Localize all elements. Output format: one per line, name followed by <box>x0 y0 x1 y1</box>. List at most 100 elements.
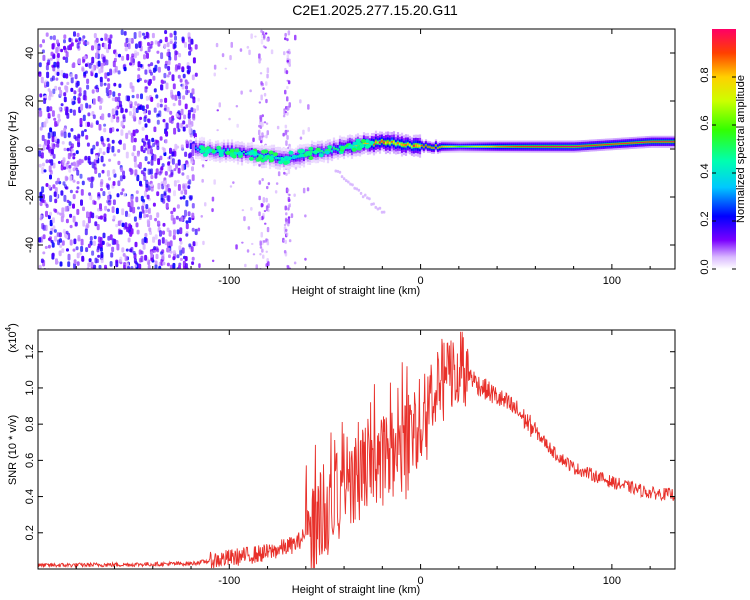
noise-cell <box>151 32 155 39</box>
noise-cell <box>163 190 167 196</box>
noise-cell <box>255 264 258 269</box>
ridge-cell <box>454 146 458 148</box>
noise-cell <box>160 193 164 201</box>
noise-cell <box>76 208 80 215</box>
ridge-cell <box>452 146 456 148</box>
noise-cell <box>288 102 291 108</box>
noise-cell <box>185 223 189 230</box>
noise-cell <box>153 107 157 113</box>
noise-cell <box>160 52 164 60</box>
noise-cell <box>77 133 81 141</box>
x-tick-label: 100 <box>603 275 621 287</box>
noise-cell <box>134 260 138 265</box>
ridge-cell <box>276 157 280 160</box>
noise-cell <box>174 54 178 61</box>
noise-cell <box>61 248 65 253</box>
noise-cell <box>150 62 154 67</box>
noise-cell <box>264 239 268 243</box>
noise-cell <box>284 32 287 37</box>
noise-cell <box>122 116 126 123</box>
noise-cell <box>150 251 154 258</box>
noise-cell <box>113 49 116 54</box>
noise-cell <box>112 181 116 186</box>
noise-cell <box>79 123 83 128</box>
ridge-blob <box>355 138 361 143</box>
noise-cell <box>63 96 67 103</box>
noise-cell <box>191 149 195 157</box>
noise-cell <box>286 135 289 140</box>
noise-cell <box>160 84 164 91</box>
noise-cell <box>171 74 175 82</box>
noise-cell <box>215 42 219 48</box>
ridge-cell <box>574 145 578 148</box>
noise-cell <box>90 148 94 155</box>
noise-cell <box>121 222 125 228</box>
noise-cell <box>172 250 176 255</box>
ridge-blob <box>255 157 261 162</box>
noise-cell <box>168 71 172 75</box>
noise-cell <box>186 175 190 180</box>
y-tick-label: 1.2 <box>24 344 36 359</box>
noise-cell <box>63 45 66 51</box>
noise-cell <box>140 170 144 175</box>
noise-cell <box>91 89 95 94</box>
ridge-blob <box>299 153 305 158</box>
noise-cell <box>188 36 191 43</box>
noise-cell <box>82 95 86 101</box>
noise-cell <box>177 159 181 166</box>
noise-cell <box>286 38 289 42</box>
noise-cell <box>266 67 270 74</box>
noise-cell <box>64 206 68 212</box>
noise-cell <box>177 128 181 133</box>
noise-cell <box>165 122 169 130</box>
noise-cell <box>188 118 192 126</box>
noise-cell <box>146 194 150 200</box>
noise-cell <box>196 105 199 111</box>
noise-cell <box>169 240 173 247</box>
ridge-cell <box>440 146 444 148</box>
noise-cell <box>60 48 64 53</box>
noise-cell <box>175 64 179 71</box>
noise-cell <box>86 211 89 219</box>
ridge-cell <box>614 143 618 145</box>
noise-cell <box>40 258 44 264</box>
noise-cell <box>56 71 60 76</box>
noise-cell <box>264 32 268 35</box>
colorbar-tick-label: 0.0 <box>699 259 711 274</box>
ridge-blob <box>283 160 289 165</box>
noise-cell <box>52 143 56 150</box>
noise-cell <box>285 228 288 232</box>
noise-cell <box>173 43 177 49</box>
noise-cell <box>164 36 168 43</box>
noise-cell <box>87 262 91 268</box>
noise-cell <box>117 149 121 153</box>
noise-cell <box>204 202 207 207</box>
noise-cell <box>117 70 121 75</box>
noise-cell <box>376 207 380 211</box>
noise-cell <box>161 81 165 85</box>
noise-cell <box>54 198 58 204</box>
noise-cell <box>141 205 145 211</box>
noise-cell <box>263 210 267 213</box>
noise-cell <box>336 169 340 173</box>
noise-cell <box>200 215 203 218</box>
noise-cell <box>260 29 263 33</box>
noise-cell <box>90 182 94 189</box>
noise-cell <box>100 136 104 142</box>
noise-cell <box>107 191 111 195</box>
ridge-cell <box>562 146 566 148</box>
noise-cell <box>78 251 82 256</box>
noise-cell <box>114 96 118 102</box>
noise-cell <box>147 148 150 155</box>
ridge-cell <box>296 155 300 158</box>
noise-cell <box>103 82 107 86</box>
ridge-cell <box>580 145 584 147</box>
noise-cell <box>260 81 263 86</box>
noise-cell <box>191 227 195 232</box>
noise-cell <box>265 122 269 125</box>
noise-cell <box>178 264 181 269</box>
noise-cell <box>180 216 184 222</box>
ridge-blob <box>234 148 240 153</box>
noise-cell <box>80 103 84 111</box>
noise-cell <box>56 141 60 148</box>
